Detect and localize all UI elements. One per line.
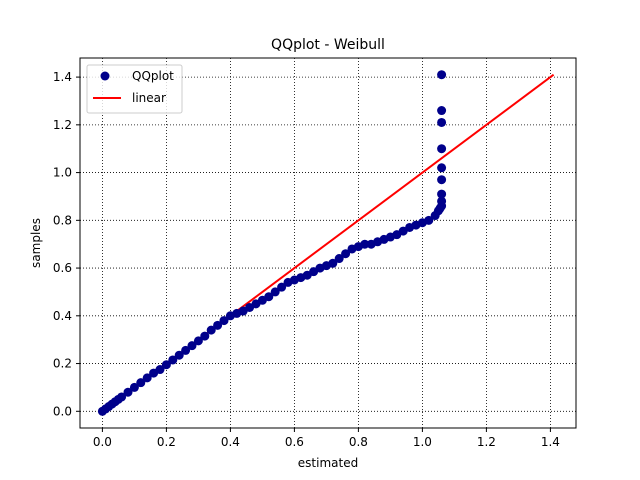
x-tick-label: 0.6 [285, 435, 304, 449]
qqplot-point [181, 345, 191, 355]
qqplot-point [341, 249, 351, 259]
qqplot-point [123, 387, 133, 397]
y-axis-label: samples [29, 218, 43, 268]
qqplot-point [187, 341, 197, 351]
x-tick-label: 0.4 [221, 435, 240, 449]
x-tick-label: 0.0 [93, 435, 112, 449]
qqplot-point [206, 325, 216, 335]
x-tick-label: 1.4 [541, 435, 560, 449]
qqplot-point [437, 106, 447, 116]
y-tick-label: 0.4 [53, 309, 72, 323]
qqplot-point [161, 360, 171, 370]
y-tick-label: 1.4 [53, 70, 72, 84]
qqplot-point [437, 189, 447, 199]
qqplot-point [437, 175, 447, 185]
qqplot-point [437, 70, 447, 80]
y-tick-label: 0.0 [53, 404, 72, 418]
x-axis-ticks: 0.0 0.2 0.4 0.6 0.8 1.0 1.2 1.4 [93, 428, 560, 449]
y-tick-label: 1.0 [53, 166, 72, 180]
plot-frame [79, 57, 577, 429]
qqplot-point [200, 331, 210, 341]
legend-marker-qqplot [100, 71, 110, 81]
qqplot-point [437, 144, 447, 154]
legend-box [86, 64, 183, 114]
x-tick-label: 0.8 [349, 435, 368, 449]
qqplot-point [437, 117, 447, 127]
chart-title: QQplot - Weibull [271, 37, 385, 53]
qqplot-point [437, 163, 447, 173]
qqplot-point [213, 320, 223, 330]
legend-label-qqplot: QQplot [132, 69, 174, 83]
qqplot-point [117, 392, 127, 402]
qqplot-point [193, 336, 203, 346]
qqplot-point [334, 254, 344, 264]
qqplot-point [437, 196, 447, 206]
legend: QQplot linear [86, 64, 183, 114]
legend-label-linear: linear [132, 91, 166, 105]
qqplot-point [219, 316, 229, 326]
qqplot-point [174, 350, 184, 360]
y-tick-label: 0.8 [53, 213, 72, 227]
qqplot-point [277, 282, 287, 292]
qqplot-point [155, 365, 165, 375]
qqplot-series [97, 70, 447, 416]
x-tick-label: 0.2 [157, 435, 176, 449]
qqplot-point [270, 287, 280, 297]
qqplot-point [328, 258, 338, 268]
qqplot-point [360, 239, 370, 249]
qqplot-point [168, 355, 178, 365]
x-axis-label: estimated [298, 456, 358, 470]
y-axis-ticks: 0.0 0.2 0.4 0.6 0.8 1.0 1.2 1.4 [53, 70, 80, 418]
qqplot-point [424, 215, 434, 225]
x-tick-label: 1.2 [477, 435, 496, 449]
qqplot-point [264, 292, 274, 302]
y-tick-label: 0.6 [53, 261, 72, 275]
qqplot-point [142, 373, 152, 383]
qqplot-point [136, 378, 146, 388]
y-tick-label: 1.2 [53, 118, 72, 132]
x-tick-label: 1.0 [413, 435, 432, 449]
qqplot-point [129, 382, 139, 392]
y-tick-label: 0.2 [53, 357, 72, 371]
